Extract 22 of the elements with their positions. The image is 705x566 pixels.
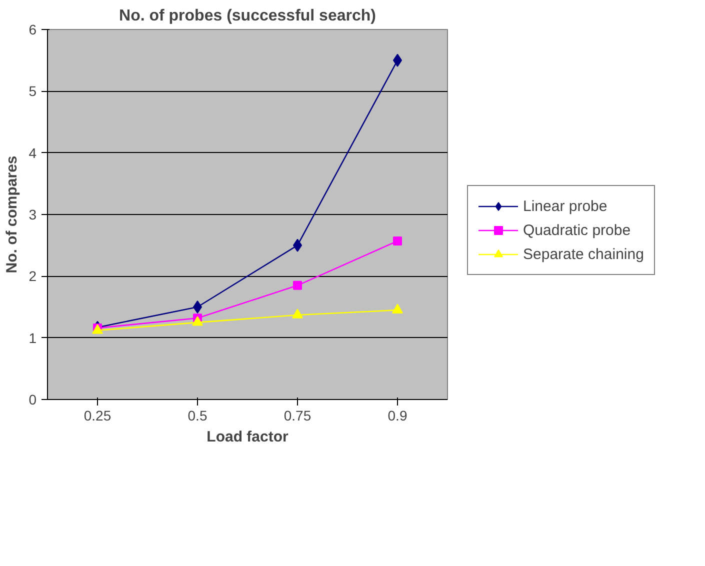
- point: [293, 280, 302, 290]
- y-tick-label: 1: [28, 330, 37, 346]
- y-axis-title: No. of compares: [4, 156, 21, 274]
- y-tick-label: 3: [28, 206, 37, 222]
- x-tick-label: 0.9: [388, 408, 408, 424]
- y-tick-label: 6: [28, 22, 37, 38]
- y-tick-label: 0: [28, 392, 37, 408]
- legend-label: Linear probe: [523, 198, 608, 214]
- x-axis-title: Load factor: [206, 428, 288, 446]
- point: [392, 304, 403, 314]
- x-tick-label: 0.75: [284, 408, 312, 424]
- x-tick-label: 0.25: [84, 408, 112, 424]
- point: [192, 316, 203, 326]
- point: [292, 308, 303, 318]
- x-tick-label: 0.5: [188, 408, 208, 424]
- point: [393, 236, 402, 246]
- y-tick-label: 2: [28, 268, 37, 284]
- y-tick-label: 5: [28, 83, 37, 100]
- chart-title: No. of probes (successful search): [119, 8, 376, 24]
- legend-label: Quadratic probe: [523, 222, 631, 238]
- legend-label: Separate chaining: [523, 246, 644, 262]
- y-tick-label: 4: [28, 144, 37, 161]
